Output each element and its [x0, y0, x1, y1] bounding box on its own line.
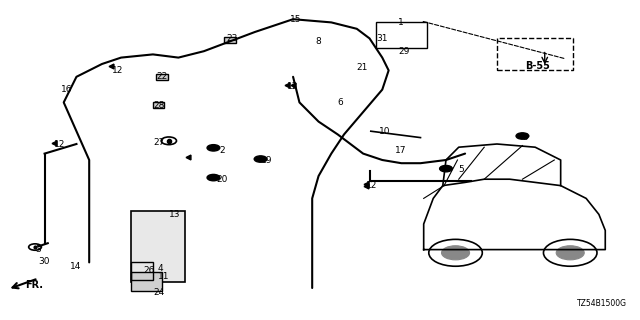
Bar [131, 262, 153, 280]
Circle shape [207, 174, 220, 181]
Text: 5: 5 [522, 133, 528, 142]
Circle shape [440, 165, 452, 172]
Text: FR.: FR. [26, 280, 44, 291]
Text: 10: 10 [379, 127, 390, 136]
Text: 23: 23 [226, 34, 237, 43]
Text: 30: 30 [38, 257, 50, 266]
Circle shape [254, 156, 267, 162]
Text: 12: 12 [287, 82, 298, 91]
Text: 19: 19 [261, 156, 273, 164]
Circle shape [516, 133, 529, 139]
Text: 28: 28 [153, 101, 164, 110]
Bar [131, 272, 163, 291]
Text: 6: 6 [338, 98, 344, 107]
Circle shape [207, 145, 220, 151]
Text: 21: 21 [356, 63, 368, 72]
Text: 20: 20 [216, 175, 228, 184]
Text: 8: 8 [316, 37, 321, 46]
Text: 12: 12 [366, 181, 378, 190]
Bar [153, 102, 164, 108]
Text: 31: 31 [376, 34, 387, 43]
Text: 27: 27 [153, 138, 164, 147]
Bar [376, 22, 427, 48]
Text: 26: 26 [143, 266, 155, 275]
Circle shape [442, 246, 470, 260]
Text: 22: 22 [156, 72, 167, 81]
Text: 29: 29 [398, 47, 410, 56]
Text: 16: 16 [61, 85, 72, 94]
Text: 4: 4 [158, 264, 164, 273]
Text: TZ54B1500G: TZ54B1500G [577, 300, 627, 308]
Text: 2: 2 [220, 146, 225, 155]
Text: 12: 12 [54, 140, 65, 148]
Bar [497, 38, 573, 70]
Text: 12: 12 [111, 66, 123, 75]
Text: 15: 15 [290, 15, 301, 24]
Text: 13: 13 [169, 210, 180, 219]
Text: 5: 5 [459, 165, 465, 174]
Circle shape [556, 246, 584, 260]
Text: 11: 11 [158, 272, 170, 281]
Text: 1: 1 [398, 18, 404, 27]
Bar [156, 74, 168, 80]
Text: 3: 3 [35, 245, 41, 254]
Bar [224, 37, 236, 43]
Text: 17: 17 [395, 146, 406, 155]
Text: 14: 14 [70, 262, 81, 271]
Text: 24: 24 [153, 288, 164, 297]
Bar [131, 211, 185, 282]
Text: B-55: B-55 [525, 60, 550, 71]
